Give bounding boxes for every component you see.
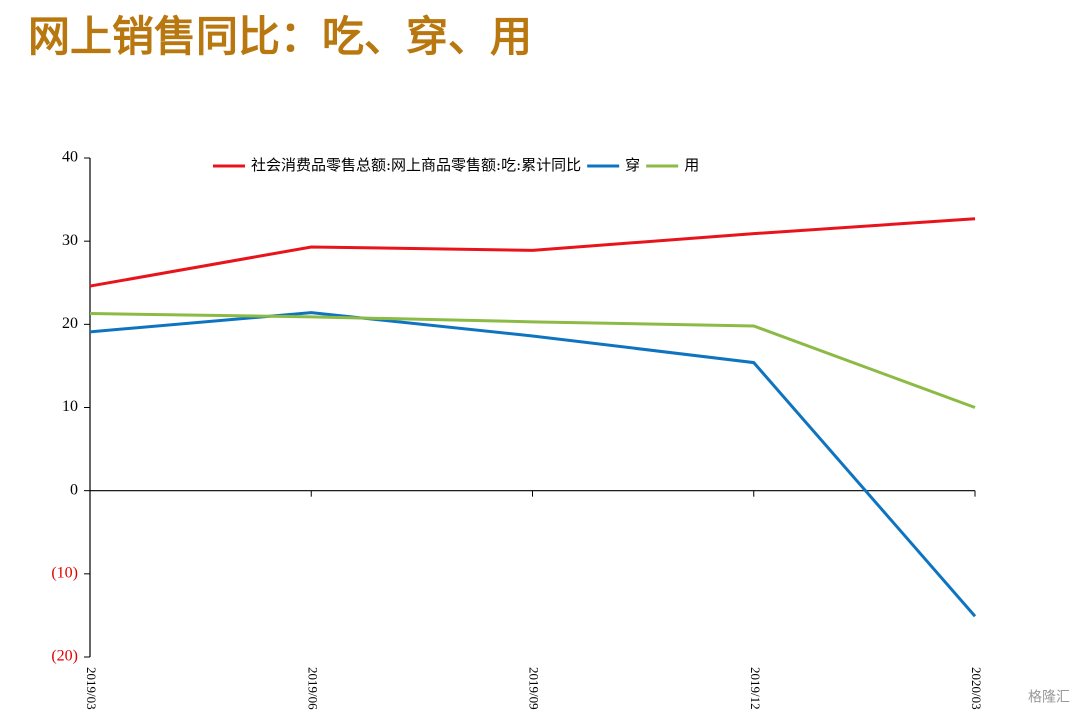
legend-label: 穿	[625, 156, 640, 174]
y-tick-label: 0	[70, 481, 78, 498]
legend-label: 用	[684, 156, 699, 174]
x-tick-label: 2020/03	[969, 667, 984, 710]
chart-title: 网上销售同比：吃、穿、用	[28, 13, 532, 60]
series-line	[89, 217, 976, 288]
x-tick-label: 2019/03	[84, 667, 99, 710]
watermark: 格隆汇	[1028, 689, 1070, 705]
y-tick-label: 30	[62, 232, 78, 249]
series-line	[89, 312, 976, 409]
y-tick-label: 40	[62, 149, 78, 166]
x-tick-label: 2019/12	[748, 667, 763, 710]
legend-label: 社会消费品零售总额:网上商品零售额:吃:累计同比	[251, 156, 581, 174]
y-tick-label: 20	[62, 315, 78, 332]
series-line	[89, 311, 977, 618]
y-tick-label: (10)	[51, 565, 78, 582]
y-tick-label: 10	[62, 398, 78, 415]
y-tick-label: (20)	[51, 648, 78, 665]
x-tick-label: 2019/06	[305, 667, 320, 710]
x-tick-label: 2019/09	[527, 667, 542, 710]
